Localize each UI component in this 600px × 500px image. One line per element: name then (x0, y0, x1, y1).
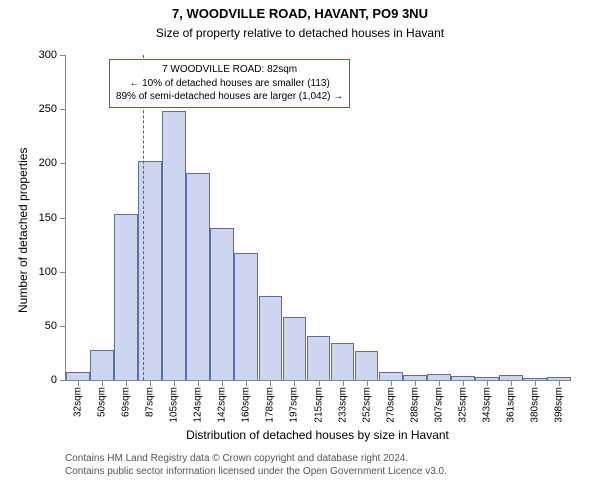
x-tick (391, 380, 392, 386)
y-tick (60, 163, 66, 164)
histogram-bar (379, 372, 403, 380)
x-tick-label: 307sqm (433, 387, 444, 423)
x-tick (174, 380, 175, 386)
y-axis-label: Number of detached properties (16, 147, 30, 312)
x-tick (102, 380, 103, 386)
x-tick (126, 380, 127, 386)
x-tick-label: 380sqm (529, 387, 540, 423)
page-subtitle: Size of property relative to detached ho… (0, 26, 600, 40)
x-tick-label: 270sqm (385, 387, 396, 423)
x-tick (367, 380, 368, 386)
x-tick (439, 380, 440, 386)
x-tick (246, 380, 247, 386)
x-tick-label: 325sqm (457, 387, 468, 423)
chart-plot-area: 05010015020025030032sqm50sqm69sqm87sqm10… (65, 55, 571, 381)
footer-line: Contains HM Land Registry data © Crown c… (65, 452, 447, 465)
histogram-bar (186, 173, 210, 380)
page-title: 7, WOODVILLE ROAD, HAVANT, PO9 3NU (0, 6, 600, 21)
x-tick (511, 380, 512, 386)
y-tick (60, 272, 66, 273)
x-tick-label: 343sqm (481, 387, 492, 423)
histogram-bar (66, 372, 90, 380)
x-tick (270, 380, 271, 386)
x-tick-label: 215sqm (313, 387, 324, 423)
histogram-bar (210, 228, 234, 380)
histogram-bar (283, 317, 307, 380)
x-tick-label: 197sqm (289, 387, 300, 423)
x-tick-label: 105sqm (169, 387, 180, 423)
x-tick-label: 32sqm (73, 387, 84, 417)
footer-line: Contains public sector information licen… (65, 465, 447, 478)
x-tick-label: 160sqm (241, 387, 252, 423)
x-tick-label: 87sqm (145, 387, 156, 417)
x-tick-label: 233sqm (337, 387, 348, 423)
x-tick (319, 380, 320, 386)
histogram-bar (307, 336, 331, 380)
info-box-line: 89% of semi-detached houses are larger (… (116, 90, 343, 104)
x-tick (150, 380, 151, 386)
x-tick-label: 69sqm (121, 387, 132, 417)
x-tick-label: 398sqm (553, 387, 564, 423)
histogram-bar (331, 343, 355, 380)
x-tick-label: 178sqm (265, 387, 276, 423)
y-tick-label: 50 (45, 320, 57, 332)
x-tick (294, 380, 295, 386)
y-tick (60, 109, 66, 110)
info-box-line: ← 10% of detached houses are smaller (11… (116, 77, 343, 91)
x-tick (535, 380, 536, 386)
histogram-bar (234, 253, 258, 380)
x-tick (463, 380, 464, 386)
x-tick-label: 142sqm (217, 387, 228, 423)
y-tick (60, 218, 66, 219)
histogram-bar (90, 350, 114, 380)
x-tick-label: 361sqm (505, 387, 516, 423)
x-tick (487, 380, 488, 386)
x-tick-label: 252sqm (361, 387, 372, 423)
histogram-bar (114, 214, 138, 380)
x-tick (559, 380, 560, 386)
histogram-bar (355, 351, 379, 380)
y-tick-label: 0 (51, 374, 57, 386)
y-tick-label: 250 (39, 103, 57, 115)
x-tick (198, 380, 199, 386)
histogram-bar (259, 296, 283, 381)
x-tick (415, 380, 416, 386)
info-box-line: 7 WOODVILLE ROAD: 82sqm (116, 63, 343, 77)
histogram-bar (138, 161, 162, 380)
x-tick (78, 380, 79, 386)
x-tick-label: 288sqm (409, 387, 420, 423)
y-tick-label: 100 (39, 266, 57, 278)
y-tick (60, 326, 66, 327)
x-tick-label: 50sqm (97, 387, 108, 417)
property-info-box: 7 WOODVILLE ROAD: 82sqm← 10% of detached… (109, 59, 350, 108)
histogram-bar (162, 111, 186, 380)
x-axis-label: Distribution of detached houses by size … (65, 428, 570, 442)
y-tick (60, 55, 66, 56)
y-tick (60, 380, 66, 381)
x-tick (222, 380, 223, 386)
x-tick (343, 380, 344, 386)
y-tick-label: 200 (39, 157, 57, 169)
x-tick-label: 124sqm (193, 387, 204, 423)
y-tick-label: 300 (39, 49, 57, 61)
y-tick-label: 150 (39, 212, 57, 224)
attribution-footer: Contains HM Land Registry data © Crown c… (65, 452, 447, 478)
